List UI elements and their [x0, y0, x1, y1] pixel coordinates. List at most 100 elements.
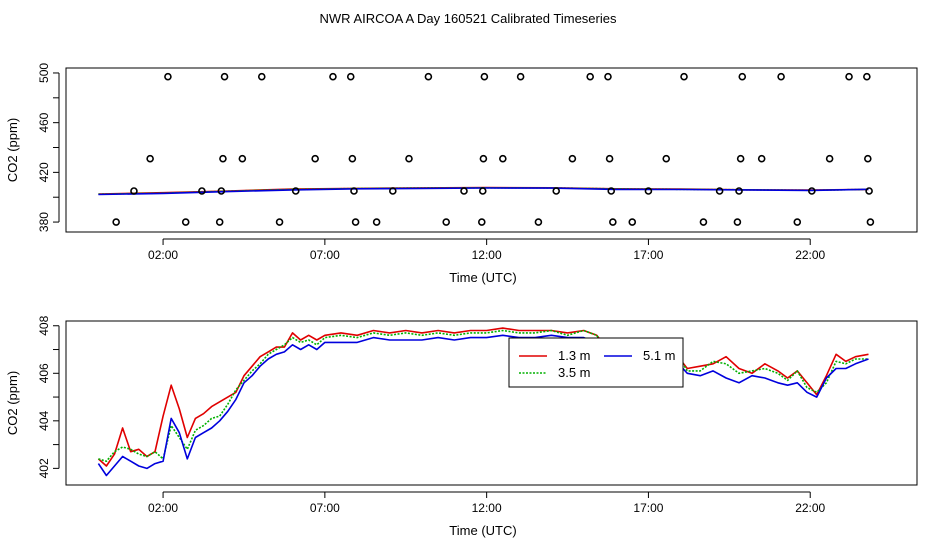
y-tick-label: 402 — [37, 458, 51, 478]
outlier-point — [389, 187, 397, 195]
outlier-point — [146, 154, 154, 163]
outlier-point — [865, 187, 873, 195]
outlier-point — [480, 72, 489, 81]
bottom-panel: 02:00 07:00 12:00 17:00 22:00 402 404 406 408 T… — [5, 315, 918, 538]
outlier-point — [733, 218, 742, 226]
top-y-axis-title: CO2 (ppm) — [5, 118, 20, 182]
legend-label-3-5m: 3.5 m — [558, 365, 591, 380]
y-tick-label: 420 — [37, 162, 51, 182]
top-outlier-points — [112, 72, 875, 226]
outlier-point — [516, 72, 525, 81]
outlier-point — [808, 187, 816, 195]
x-tick-label: 07:00 — [310, 501, 340, 515]
outlier-point — [607, 187, 616, 195]
outlier-point — [604, 72, 612, 81]
outlier-point — [164, 72, 172, 81]
top-x-axis: 02:00 07:00 12:00 17:00 22:00 — [148, 238, 826, 262]
outlier-point — [351, 218, 360, 226]
bottom-y-axis: 402 404 406 408 — [37, 315, 60, 478]
bottom-x-axis: 02:00 07:00 12:00 17:00 22:00 — [148, 491, 826, 515]
y-tick-label: 460 — [37, 112, 51, 132]
outlier-point — [372, 218, 381, 226]
series-line-3-5-m — [98, 329, 869, 463]
x-tick-label: 17:00 — [633, 248, 663, 262]
outlier-point — [275, 218, 284, 226]
outlier-point — [863, 72, 871, 81]
outlier-point — [130, 187, 138, 195]
outlier-point — [845, 72, 853, 81]
top-x-axis-title: Time (UTC) — [449, 270, 516, 285]
top-plot-frame — [65, 67, 918, 233]
outlier-point — [699, 218, 708, 226]
legend: 1.3 m 3.5 m 5.1 m — [508, 337, 684, 388]
y-tick-label: 380 — [37, 212, 51, 232]
outlier-point — [112, 218, 120, 226]
outlier-point — [605, 154, 614, 163]
y-tick-label: 500 — [37, 63, 51, 83]
outlier-point — [291, 187, 300, 195]
outlier-point — [609, 218, 617, 226]
outlier-point — [215, 218, 224, 226]
outlier-point — [477, 218, 486, 226]
legend-label-1-3m: 1.3 m — [558, 348, 591, 363]
outlier-point — [479, 154, 488, 163]
outlier-point — [715, 187, 724, 195]
outlier-point — [866, 218, 875, 226]
outlier-point — [460, 187, 468, 195]
outlier-point — [534, 218, 543, 226]
outlier-point — [311, 154, 319, 163]
outlier-point — [628, 218, 637, 226]
outlier-point — [478, 187, 487, 195]
y-tick-label: 406 — [37, 363, 51, 383]
outlier-point — [680, 72, 688, 81]
bottom-y-axis-title: CO2 (ppm) — [5, 371, 20, 435]
outlier-point — [757, 154, 766, 163]
outlier-point — [424, 72, 433, 81]
top-panel: 02:00 07:00 12:00 17:00 22:00 380 420 460 500 T… — [5, 63, 918, 285]
outlier-point — [329, 72, 337, 81]
legend-box — [508, 337, 684, 388]
outlier-point — [552, 187, 561, 195]
outlier-point — [644, 187, 653, 195]
top-series-lines — [98, 186, 869, 196]
series-line-2 — [98, 187, 869, 196]
outlier-point — [219, 154, 227, 163]
outlier-point — [825, 154, 834, 163]
outlier-point — [220, 72, 229, 81]
series-line-1-3-m — [97, 327, 869, 467]
y-tick-label: 404 — [37, 410, 51, 430]
x-tick-label: 12:00 — [472, 248, 502, 262]
outlier-point — [217, 187, 226, 195]
outlier-point — [864, 154, 872, 163]
outlier-point — [348, 154, 357, 163]
outlier-point — [738, 72, 747, 81]
outlier-point — [181, 218, 190, 226]
y-tick-label: 408 — [37, 315, 51, 335]
outlier-point — [405, 154, 413, 163]
outlier-point — [198, 187, 206, 195]
bottom-plot-frame — [65, 320, 918, 486]
bottom-series-lines — [97, 327, 869, 477]
x-tick-label: 07:00 — [310, 248, 340, 262]
top-y-axis: 380 420 460 500 — [37, 63, 60, 232]
outlier-point — [346, 72, 355, 81]
bottom-x-axis-title: Time (UTC) — [449, 523, 516, 538]
x-tick-label: 22:00 — [795, 501, 825, 515]
outlier-point — [442, 218, 450, 226]
outlier-point — [736, 154, 745, 163]
outlier-point — [586, 72, 594, 81]
outlier-point — [735, 187, 743, 195]
outlier-point — [499, 154, 507, 163]
series-line-5-1-m — [97, 334, 869, 477]
x-tick-label: 22:00 — [795, 248, 825, 262]
outlier-point — [238, 154, 247, 163]
outlier-point — [777, 72, 785, 81]
x-tick-label: 12:00 — [472, 501, 502, 515]
outlier-point — [257, 72, 266, 81]
outlier-point — [568, 154, 577, 163]
x-tick-label: 17:00 — [633, 501, 663, 515]
chart-title: NWR AIRCOA A Day 160521 Calibrated Times… — [320, 11, 617, 26]
outlier-point — [662, 154, 671, 163]
x-tick-label: 02:00 — [148, 501, 178, 515]
